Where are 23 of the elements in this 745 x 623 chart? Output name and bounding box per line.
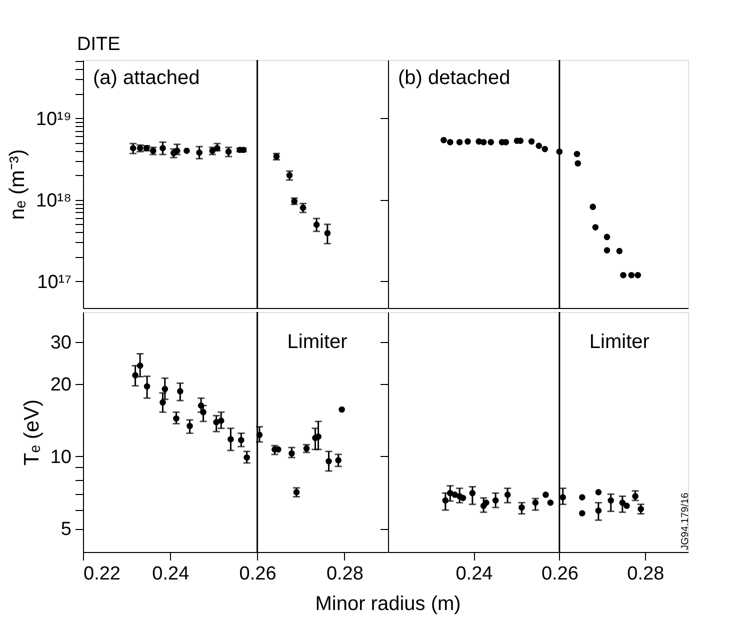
y-tick-label: 30 [50, 332, 72, 354]
x-axis-title: Minor radius (m) [315, 593, 461, 615]
y-axis-title: nₑ (m⁻³) [6, 149, 29, 220]
y-tick-label: 5 [60, 519, 72, 540]
y-tick-label: 10¹⁷ [37, 272, 72, 293]
x-tick-label: 0.26 [541, 564, 578, 584]
y-tick-label: 10 [50, 446, 72, 468]
x-tick-label: 0.26 [239, 564, 276, 584]
x-tick-label: 0.24 [456, 564, 494, 584]
x-tick-label: 0.24 [152, 564, 190, 584]
annotation: (b) detached [398, 67, 510, 89]
chart-title: DITE [77, 34, 120, 55]
x-tick-label: 0.28 [326, 564, 364, 584]
y-tick-label: 10¹⁹ [36, 108, 72, 130]
annotation: (a) attached [93, 67, 200, 89]
x-tick-label: 0.22 [84, 564, 120, 584]
x-tick-label: 0.28 [627, 564, 664, 584]
ref-line-label: Limiter [287, 331, 348, 353]
y-tick-label: 10¹⁸ [36, 190, 72, 212]
y-axis-title: Tₑ (eV) [20, 399, 44, 466]
annotation: JG94.179/16 [680, 492, 691, 550]
ref-line-label: Limiter [589, 331, 650, 353]
y-tick-label: 20 [50, 374, 72, 396]
